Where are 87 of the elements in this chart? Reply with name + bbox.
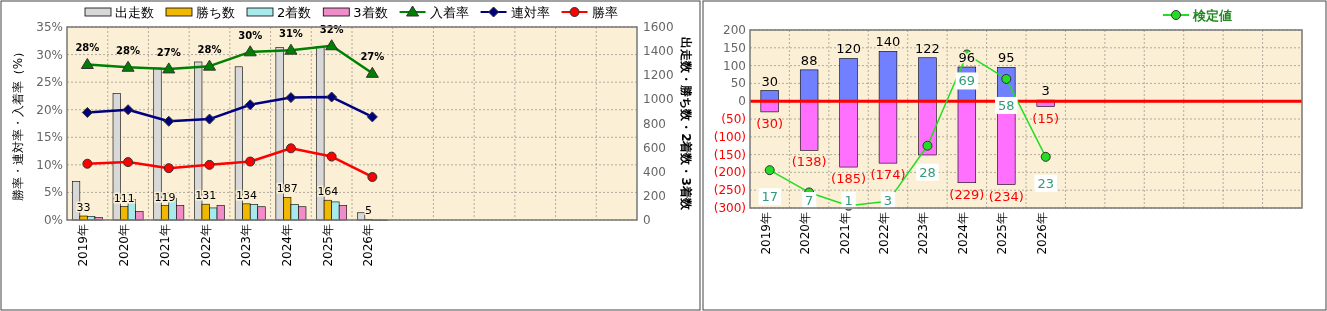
data-label: (234)	[988, 188, 1024, 204]
legend-label: 入着率	[429, 5, 469, 20]
y-tick-label: 0	[738, 94, 746, 109]
x-tick-label: 2025年	[320, 224, 335, 267]
y-tick-label: 200	[723, 23, 746, 37]
data-label: 17	[761, 189, 778, 205]
data-label: 7	[805, 193, 814, 208]
legend-label: 検定値	[1192, 8, 1232, 23]
y2-axis-title: 出走数・勝ち数・2着数・3着数	[679, 37, 693, 211]
y2-tick-label: 0	[643, 213, 651, 227]
legend-label: 3着数	[353, 5, 388, 20]
data-label: 140	[875, 34, 901, 50]
data-label: 58	[998, 97, 1015, 113]
y-tick-label: (150)	[713, 147, 746, 162]
data-label: 28%	[116, 45, 141, 57]
data-label: 3	[1041, 83, 1050, 99]
legend-label: 勝ち数	[196, 5, 235, 20]
x-tick-label: 2025年	[995, 212, 1010, 255]
y-tick-label: (100)	[713, 129, 746, 144]
x-tick-label: 2021年	[157, 224, 172, 267]
data-label: 88	[800, 52, 818, 68]
y-tick-label: (300)	[713, 201, 746, 215]
data-label: (174)	[870, 167, 906, 183]
data-label: 120	[836, 41, 861, 57]
y-tick-label: 20%	[36, 102, 63, 117]
data-label: (229)	[949, 186, 985, 202]
y2-tick-label: 200	[643, 188, 666, 203]
data-label: (30)	[756, 115, 784, 131]
x-tick-label: 2020年	[798, 212, 813, 255]
y-tick-label: 35%	[36, 20, 63, 34]
data-label: 95	[998, 50, 1015, 66]
data-label: 5	[365, 204, 373, 218]
data-label: (138)	[791, 154, 827, 170]
legend-label: 勝率	[591, 5, 618, 20]
y2-tick-label: 400	[643, 164, 666, 179]
y-tick-label: (250)	[713, 183, 746, 198]
y-tick-label: (200)	[713, 165, 746, 180]
data-label: 27%	[360, 51, 385, 63]
data-label: 30	[761, 73, 778, 89]
legend-label: 連対率	[510, 5, 550, 20]
data-label: 69	[958, 73, 976, 89]
legend-label: 出走数	[115, 5, 154, 20]
x-tick-label: 2022年	[198, 224, 213, 267]
x-tick-label: 2026年	[1034, 212, 1049, 255]
x-tick-label: 2022年	[877, 212, 891, 255]
data-label: 28%	[197, 44, 222, 56]
y-tick-label: 100	[723, 58, 746, 73]
data-label: (15)	[1032, 110, 1060, 126]
y2-tick-label: 600	[643, 140, 666, 155]
x-tick-label: 2024年	[279, 224, 294, 267]
data-label: 164	[317, 185, 339, 199]
y-tick-label: 0%	[43, 213, 63, 227]
y-axis-title: 勝率・連対率・入着率（%）	[11, 45, 25, 202]
legend-label: 2着数	[277, 5, 312, 20]
x-tick-label: 2019年	[758, 212, 773, 255]
data-label: 32%	[319, 23, 344, 35]
y2-tick-label: 1000	[643, 92, 674, 107]
x-tick-label: 2023年	[239, 224, 254, 267]
y2-tick-label: 800	[643, 116, 666, 131]
y2-tick-label: 1200	[643, 68, 674, 83]
y-tick-label: 25%	[36, 75, 63, 90]
y-tick-label: 5%	[43, 185, 63, 200]
y-tick-label: 50	[730, 76, 746, 91]
data-label: 3	[883, 193, 893, 208]
data-label: 131	[195, 189, 217, 203]
x-tick-label: 2020年	[117, 224, 132, 267]
x-tick-label: 2023年	[916, 212, 931, 255]
data-label: 30%	[238, 29, 263, 41]
y-tick-label: 30%	[36, 47, 63, 62]
x-tick-label: 2024年	[955, 212, 970, 255]
x-tick-label: 2026年	[361, 224, 376, 267]
x-tick-label: 2019年	[76, 224, 91, 267]
data-label: 31%	[278, 28, 303, 40]
data-label: 27%	[156, 46, 181, 58]
data-label: (185)	[831, 171, 867, 187]
y-tick-label: (50)	[721, 112, 746, 126]
y-tick-label: 15%	[36, 130, 63, 145]
data-label: 23	[1037, 175, 1054, 191]
data-label: 28%	[75, 42, 100, 54]
y2-tick-label: 1400	[643, 44, 674, 59]
y-tick-label: 150	[723, 40, 746, 55]
data-label: 28	[919, 164, 936, 180]
y-tick-label: 10%	[36, 157, 63, 172]
x-tick-label: 2021年	[837, 212, 852, 255]
data-label: 33	[76, 201, 91, 215]
data-label: 122	[915, 40, 940, 56]
y2-tick-label: 1600	[643, 20, 674, 34]
